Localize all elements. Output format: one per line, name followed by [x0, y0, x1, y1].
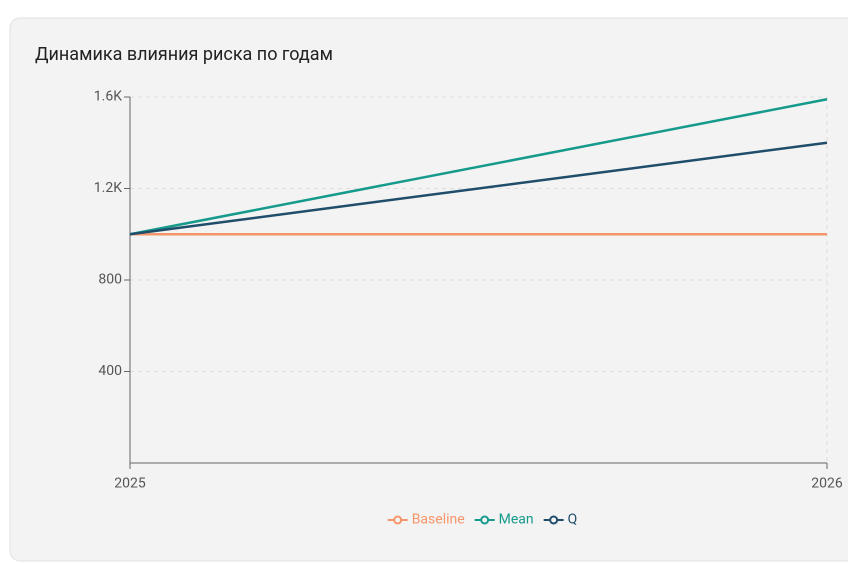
- legend-marker: [480, 515, 490, 525]
- chart-title: Динамика влияния риска по годам: [35, 44, 333, 65]
- x-tick-label: 2025: [114, 476, 146, 492]
- y-tick-label: 1.2K: [94, 180, 122, 196]
- series-line: [129, 141, 828, 236]
- legend-label: Q: [568, 512, 578, 528]
- legend-item: Mean: [474, 512, 534, 528]
- y-tick-label: 800: [98, 272, 122, 288]
- legend: Baseline Mean Q: [387, 512, 578, 528]
- x-tick-label: 2026: [811, 476, 843, 492]
- y-tick-label: 400: [98, 363, 122, 379]
- y-tick-label: 1.6K: [94, 89, 122, 105]
- legend-marker: [549, 515, 559, 525]
- card: [9, 17, 848, 562]
- legend-item: Baseline: [387, 512, 465, 528]
- legend-label: Baseline: [412, 512, 465, 528]
- series-line: [129, 98, 828, 236]
- legend-marker: [393, 515, 403, 525]
- legend-label: Mean: [499, 512, 534, 528]
- legend-item: Q: [543, 512, 578, 528]
